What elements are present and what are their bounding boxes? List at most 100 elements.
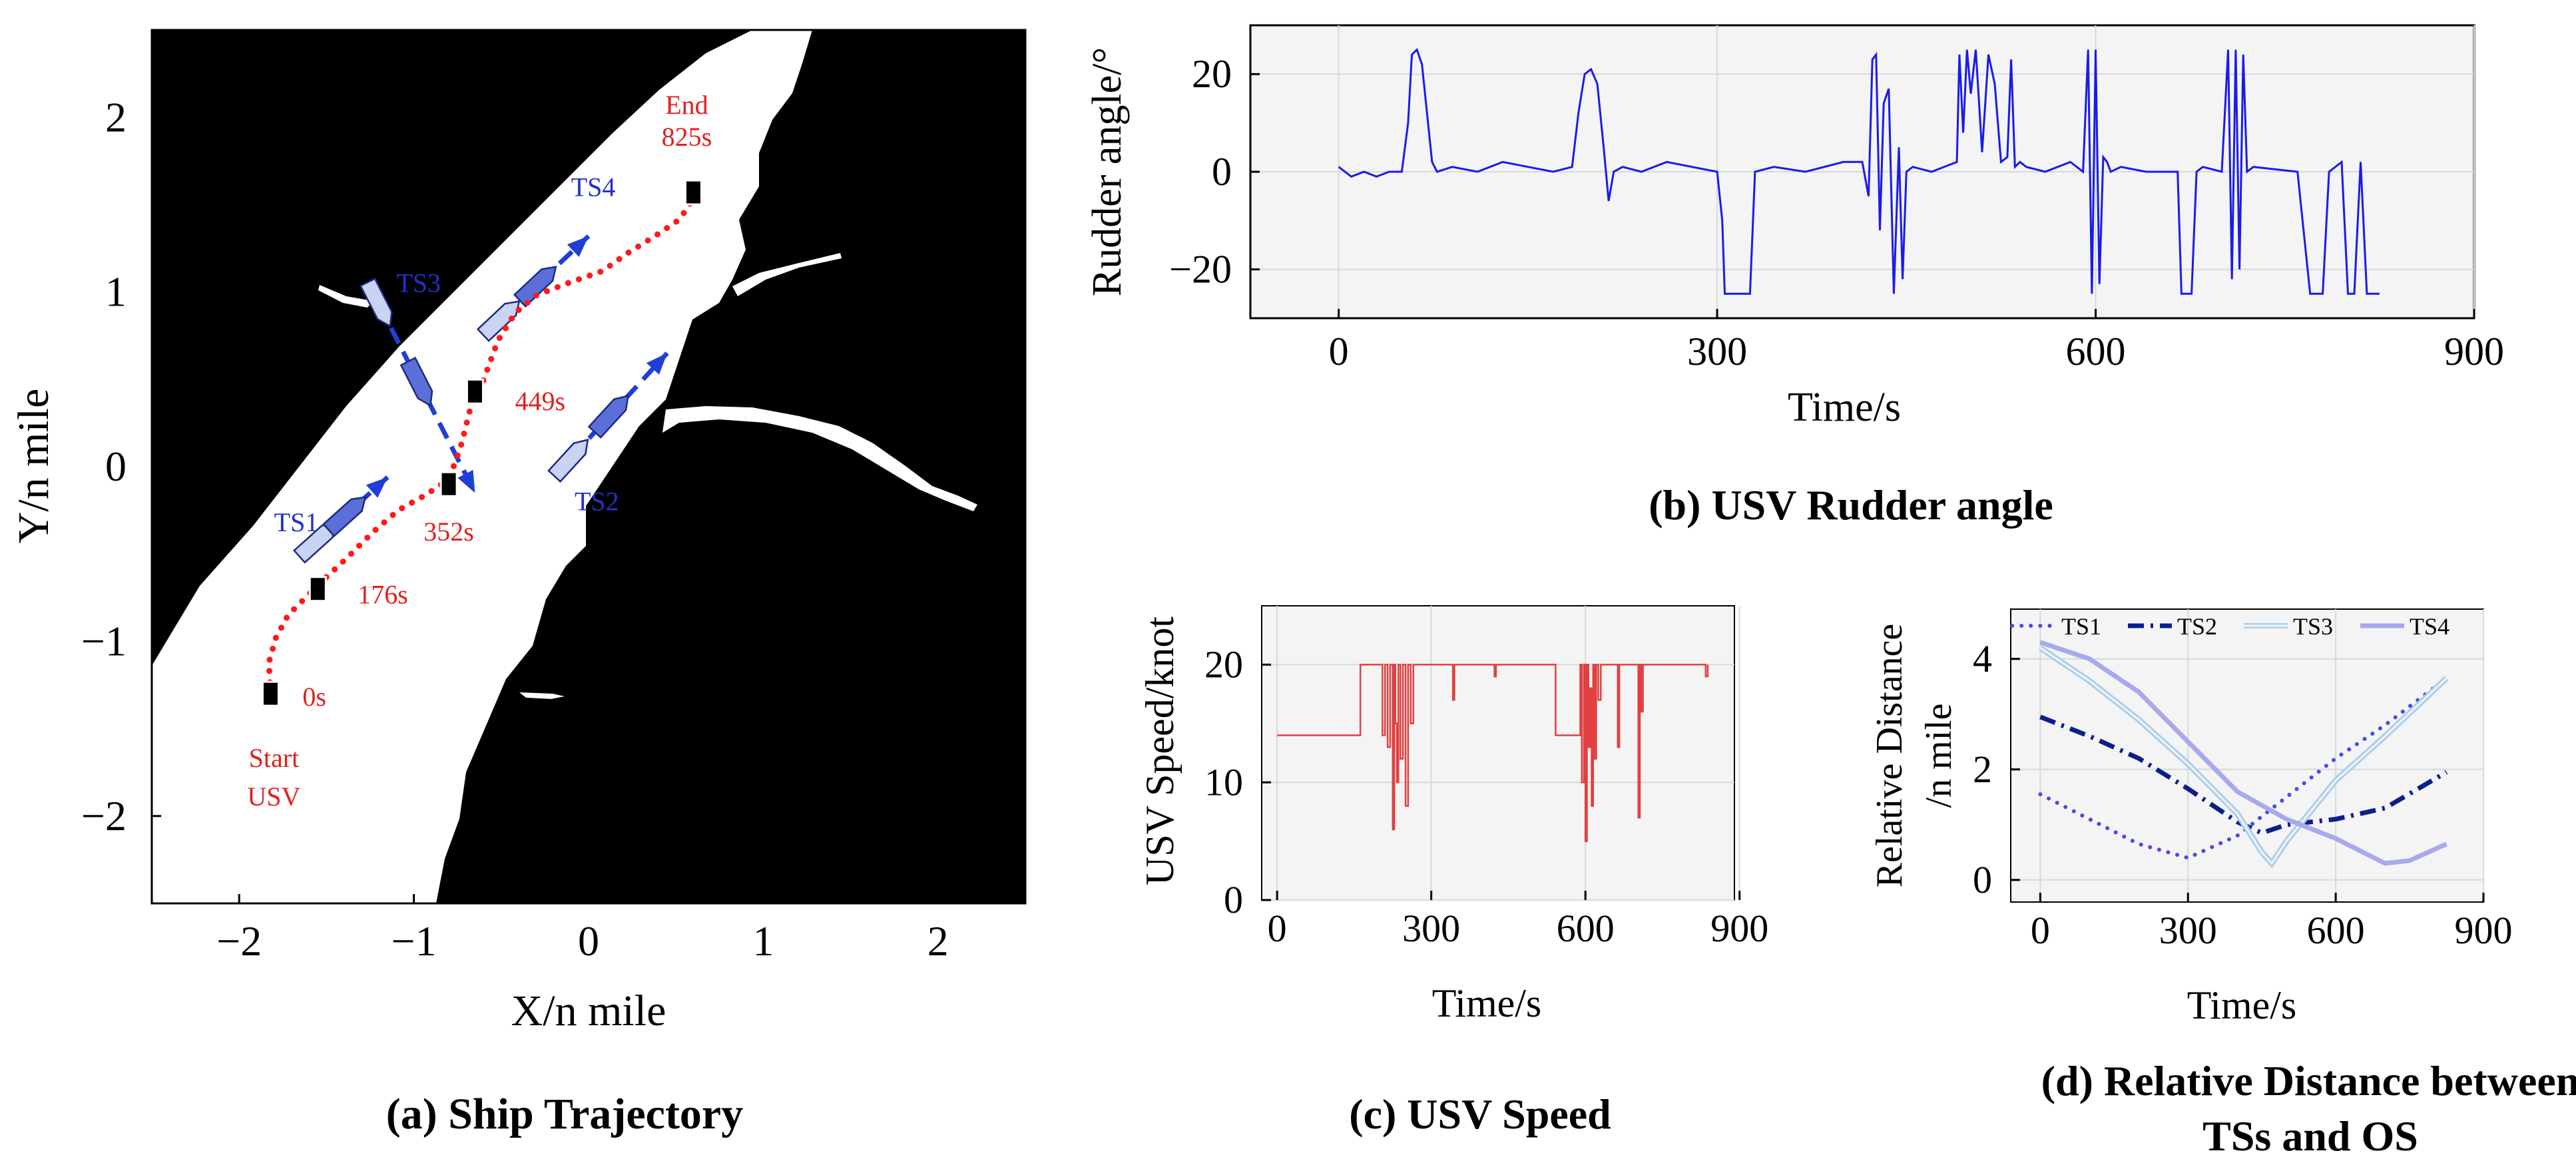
ts-label-ts2: TS2: [575, 487, 619, 517]
x-tick-label: 2: [927, 917, 949, 965]
x-tick-label: 1: [752, 917, 774, 965]
x-tick-label: −2: [216, 917, 262, 965]
trajectory-caption: (a) Ship Trajectory: [386, 1090, 743, 1138]
x-tick-label: 300: [1402, 907, 1460, 950]
y-tick-label: −2: [81, 792, 127, 839]
ship-heading-arrow: [567, 236, 589, 257]
legend-label-ts3: TS3: [2293, 613, 2333, 640]
y-tick-label: 10: [1204, 760, 1243, 804]
usv-marker-449s: [465, 378, 484, 405]
upper-inlet: [732, 253, 842, 296]
ship-heading-arrow: [646, 353, 668, 375]
legend-label-ts1: TS1: [2061, 613, 2101, 640]
speed-ylabel: USV Speed/knot: [1138, 616, 1182, 885]
y-tick-label: 2: [105, 93, 127, 140]
usv-marker-352s: [439, 471, 458, 497]
trajectory-map: [152, 30, 1025, 903]
x-tick-label: −1: [391, 917, 437, 965]
legend-label-ts4: TS4: [2410, 613, 2449, 640]
trajectory-labels: 0s 176s 352s 449s 825s Start USV End TS1 TS2 TS3 TS…: [247, 90, 712, 812]
usv-marker-0s: [261, 680, 280, 707]
distance-panel: TS1 TS2 TS3 TS4 0 300 600 900 0 2 4 Relative Dist…: [1869, 608, 2576, 1160]
speed-plot-bg: [1261, 605, 1735, 901]
ship-icon: [547, 438, 589, 483]
x-tick-label: 900: [1710, 907, 1768, 950]
time-label-449s: 449s: [515, 386, 565, 416]
x-tick-label: 900: [2444, 330, 2504, 373]
legend-label-ts2: TS2: [2177, 613, 2217, 640]
distance-axes: 0 300 600 900 0 2 4: [1973, 637, 2513, 952]
rudder-caption: (b) USV Rudder angle: [1649, 481, 2053, 529]
usv-path-line: [266, 191, 696, 697]
rudder-grid: [1250, 25, 2475, 318]
time-label-352s: 352s: [423, 517, 474, 547]
speed-xlabel: Time/s: [1432, 981, 1542, 1025]
usv-marker-825s: [684, 179, 702, 206]
ship-track: [377, 303, 477, 494]
x-tick-label: 600: [1557, 907, 1615, 950]
y-tick-label: 0: [105, 443, 127, 490]
series-ts3-inner: [2039, 646, 2447, 865]
ship-track: [569, 351, 669, 460]
rudder-series-line: [1338, 47, 2380, 295]
x-tick-label: 0: [1268, 907, 1287, 950]
target-ship-ts1: [293, 475, 389, 564]
ship-icon: [513, 266, 557, 308]
target-ship-ts2: [547, 351, 669, 483]
y-tick-label: 0: [1224, 878, 1243, 921]
speed-series-line: [1277, 664, 1709, 842]
x-tick-label: 300: [2159, 909, 2217, 952]
y-tick-label: 2: [1973, 748, 1992, 791]
x-tick-label: 900: [2455, 909, 2513, 952]
ts-label-ts1: TS1: [274, 507, 319, 537]
ship-heading-arrow: [457, 469, 475, 493]
ship-icon: [399, 356, 433, 407]
distance-legend: TS1 TS2 TS3 TS4: [2010, 613, 2449, 640]
distance-xlabel: Time/s: [2187, 983, 2297, 1027]
target-ship-ts4: [476, 234, 591, 342]
y-tick-label: 1: [105, 268, 127, 316]
ship-heading-arrow: [366, 477, 388, 498]
lower-spit: [519, 692, 565, 699]
channel-water: [152, 30, 812, 903]
target-ship-ts3: [359, 277, 477, 494]
ship-icon: [359, 277, 393, 328]
rudder-xlabel: Time/s: [1788, 385, 1901, 430]
usv-trajectory: [261, 179, 702, 707]
time-label-176s: 176s: [358, 580, 408, 610]
x-tick-label: 600: [2307, 909, 2365, 952]
x-tick-label: 600: [2066, 330, 2126, 373]
ship-icon: [587, 394, 629, 439]
time-label-825s: 825s: [662, 122, 712, 152]
ts-label-ts3: TS3: [396, 268, 441, 298]
time-label-0s: 0s: [302, 682, 326, 712]
distance-caption-line2: TSs and OS: [2202, 1112, 2418, 1160]
rudder-ylabel: Rudder angle/°: [1085, 47, 1130, 296]
series-ts4: [2039, 640, 2447, 866]
x-tick-label: 0: [578, 917, 599, 965]
speed-panel: 0 300 600 900 0 10 20 USV Speed/knot Time/s (c…: [1138, 605, 1768, 1138]
x-tick-label: 300: [1687, 330, 1747, 373]
ship-icon: [322, 496, 367, 537]
rudder-panel: 0 300 600 900 −20 0 20 Rudder angle/° Time/s (…: [1085, 24, 2504, 529]
y-tick-label: 4: [1973, 637, 1992, 680]
trajectory-ylabel: Y/n mile: [9, 389, 58, 544]
target-ships: [293, 234, 669, 564]
distance-ylabel-line2: /n mile: [1918, 703, 1959, 808]
end-label: End: [665, 90, 708, 120]
series-ts1: [2038, 676, 2449, 860]
y-tick-label: 20: [1204, 643, 1243, 686]
left-spit: [318, 285, 373, 308]
rudder-axes: 0 300 600 900 −20 0 20: [1169, 52, 2504, 373]
distance-ylabel-line1: Relative Distance: [1869, 624, 1910, 888]
start-label: Start: [249, 743, 300, 773]
x-tick-label: 0: [1329, 330, 1349, 373]
y-tick-label: −20: [1169, 247, 1232, 291]
usv-label: USV: [247, 782, 300, 812]
trajectory-xlabel: X/n mile: [511, 987, 666, 1035]
y-tick-label: −1: [81, 618, 127, 665]
y-tick-label: 0: [1212, 150, 1232, 194]
speed-axes: 0 300 600 900 0 10 20: [1204, 643, 1768, 950]
trajectory-panel: 0s 176s 352s 449s 825s Start USV End TS1 TS2 TS3 TS…: [9, 29, 1027, 1138]
